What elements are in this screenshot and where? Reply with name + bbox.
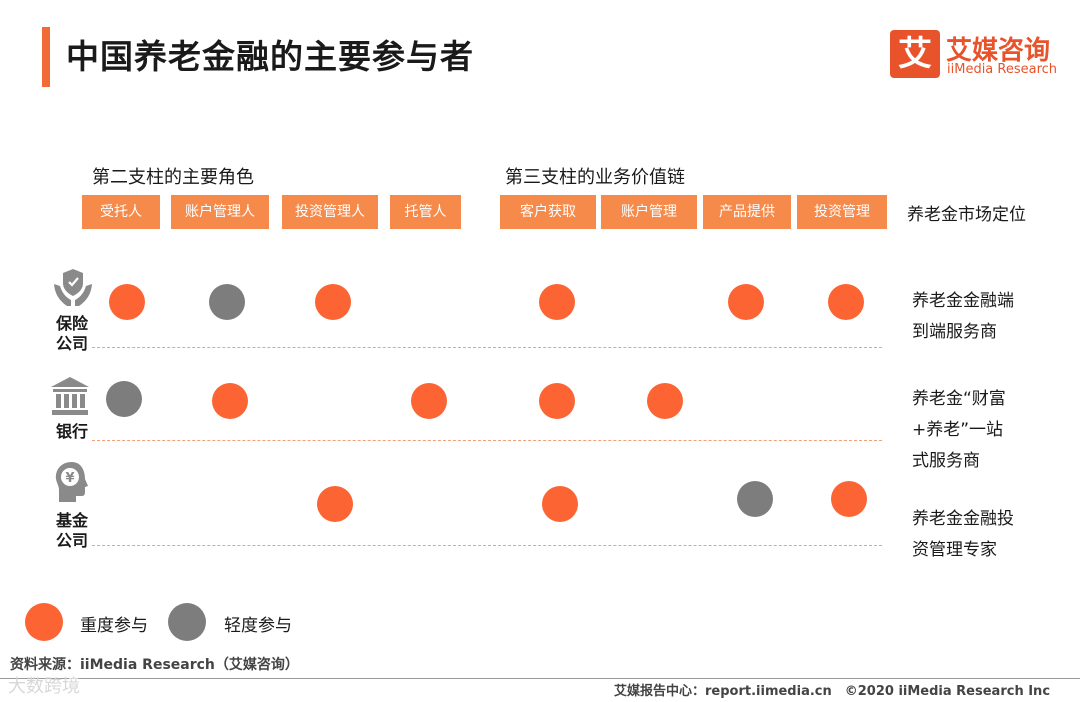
row-label-bank: 银行 — [55, 422, 88, 441]
column-header-investment-management: 投资管理 — [797, 195, 887, 229]
participation-dot-heavy — [109, 284, 145, 320]
page-title: 中国养老金融的主要参与者 — [66, 37, 474, 76]
participation-dot-light — [737, 481, 773, 517]
position-bank: 养老金“财富 +养老”一站 式服务商 — [912, 389, 1006, 471]
legend-heavy-label: 重度参与 — [80, 616, 148, 636]
group-title-second-pillar: 第二支柱的主要角色 — [92, 167, 254, 188]
column-header-trustee: 受托人 — [82, 195, 160, 229]
logo-mark: 艾 — [890, 30, 940, 78]
row-divider — [92, 440, 882, 441]
legend-light-label: 轻度参与 — [224, 616, 292, 636]
watermark: 大数跨境 — [8, 676, 80, 697]
column-header-customer-acquisition: 客户获取 — [500, 195, 596, 229]
row-divider — [92, 347, 882, 348]
position-fund: 养老金金融投 资管理专家 — [912, 509, 1014, 560]
participation-dot-light — [209, 284, 245, 320]
participation-dot-heavy — [315, 284, 351, 320]
row-label-fund: 基金 公司 — [55, 511, 88, 550]
participation-dot-heavy — [411, 383, 447, 419]
shield-hands-icon — [54, 269, 92, 306]
participation-dot-heavy — [539, 284, 575, 320]
column-header-product-provision: 产品提供 — [703, 195, 791, 229]
participation-dot-heavy — [212, 383, 248, 419]
position-insurance: 养老金金融端 到端服务商 — [912, 291, 1014, 342]
position-header: 养老金市场定位 — [907, 205, 1026, 225]
participation-dot-heavy — [539, 383, 575, 419]
legend-light-swatch — [168, 603, 206, 641]
column-header-account-manager: 账户管理人 — [171, 195, 269, 229]
column-header-custodian: 托管人 — [390, 195, 461, 229]
svg-text:¥: ¥ — [65, 471, 74, 486]
participation-dot-heavy — [542, 486, 578, 522]
row-label-insurance: 保险 公司 — [55, 314, 88, 353]
footer-divider — [0, 678, 1080, 679]
participation-dot-heavy — [728, 284, 764, 320]
participation-dot-heavy — [831, 481, 867, 517]
group-title-third-pillar: 第三支柱的业务价值链 — [505, 167, 685, 188]
legend-heavy-swatch — [25, 603, 63, 641]
row-divider — [92, 545, 882, 546]
head-yuan-icon: ¥ — [55, 462, 88, 502]
participation-dot-light — [106, 381, 142, 417]
column-header-investment-manager: 投资管理人 — [282, 195, 378, 229]
logo-en-name: iiMedia Research — [947, 62, 1058, 77]
column-header-account-management: 账户管理 — [601, 195, 697, 229]
footer-copyright: 艾媒报告中心：report.iimedia.cn ©2020 iiMedia R… — [614, 684, 1051, 699]
title-accent-bar — [42, 27, 50, 87]
participation-dot-heavy — [828, 284, 864, 320]
source-note: 资料来源：iiMedia Research（艾媒咨询） — [10, 657, 299, 673]
participation-dot-heavy — [647, 383, 683, 419]
participation-dot-heavy — [317, 486, 353, 522]
bank-building-icon — [51, 377, 89, 415]
logo-cn-name: 艾媒咨询 — [946, 36, 1051, 66]
